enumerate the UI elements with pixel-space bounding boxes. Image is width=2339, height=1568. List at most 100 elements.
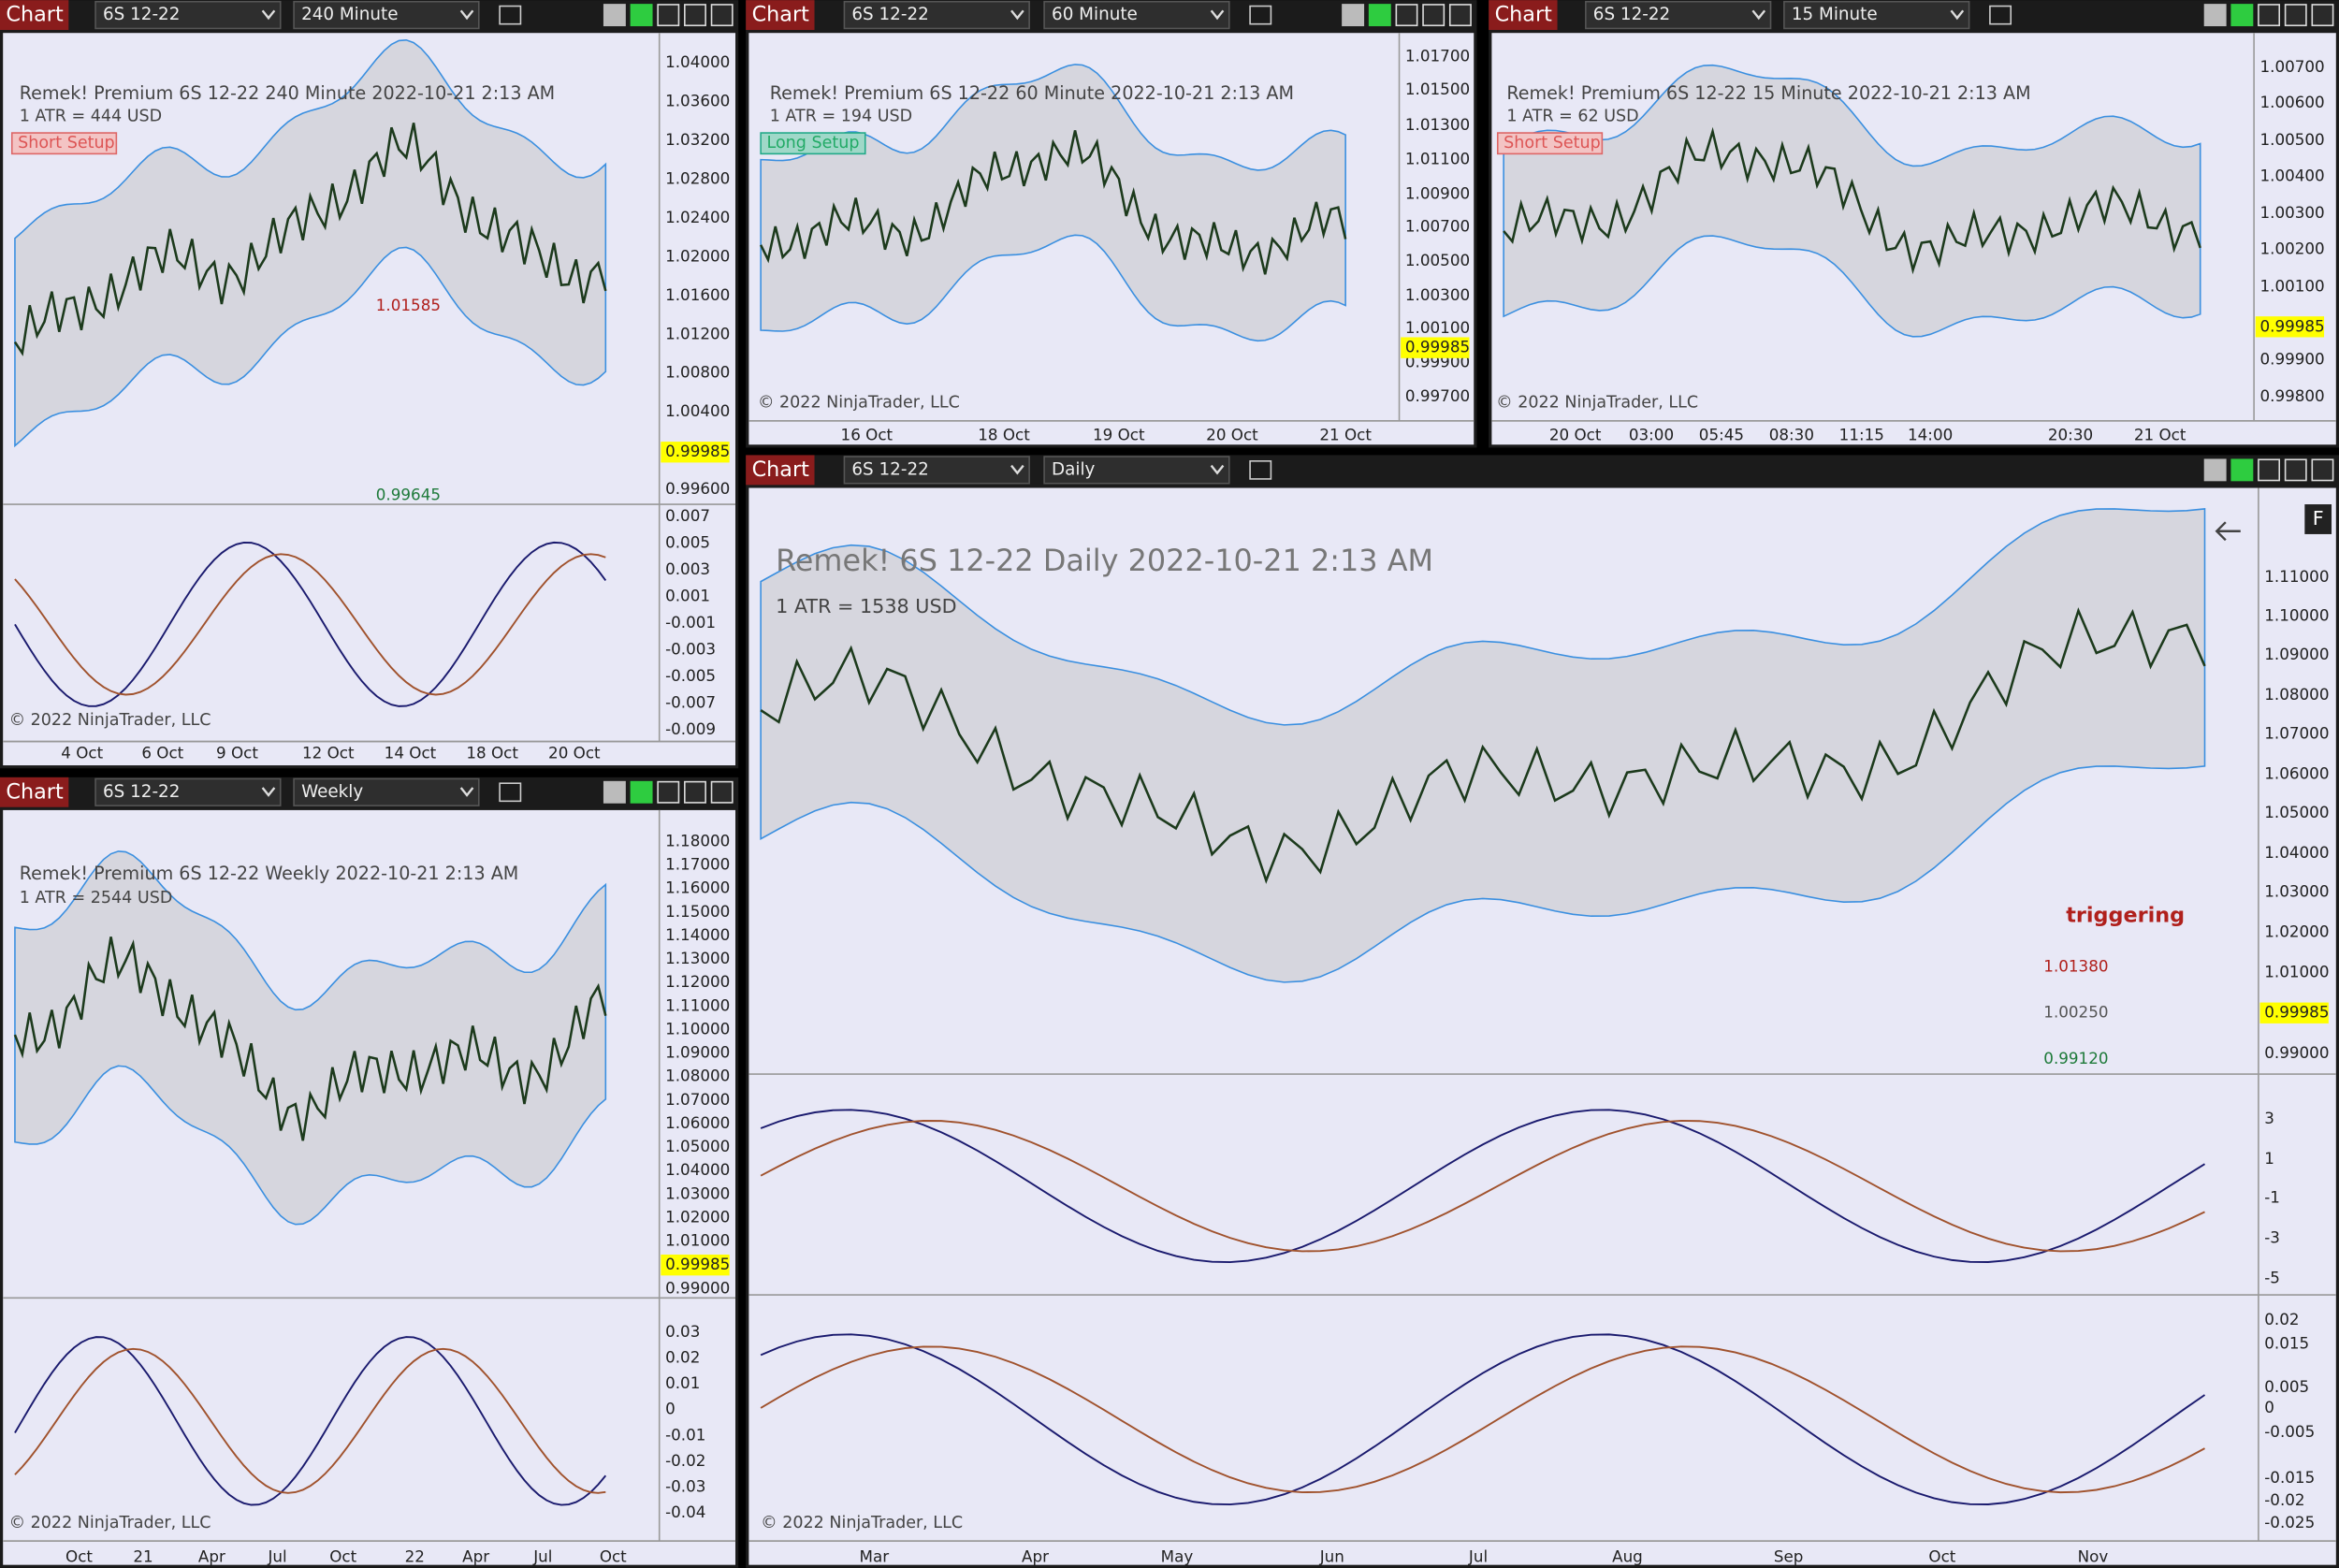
oscillator-ticks: 0.02	[665, 1348, 700, 1367]
timeframe-dropdown[interactable]	[293, 777, 480, 806]
toolbar-icon[interactable]	[1249, 5, 1272, 25]
annotation: 0.99645	[376, 485, 441, 503]
oscillator-signal	[14, 1347, 606, 1494]
instrument-dropdown[interactable]	[94, 0, 282, 30]
window-button[interactable]	[2230, 4, 2254, 27]
price-ticks: 1.07000	[665, 1090, 730, 1109]
oscillator-ticks: 0.01	[665, 1373, 700, 1392]
setup-label: Short Setup	[18, 134, 115, 152]
window-button[interactable]	[2258, 4, 2281, 27]
window-button[interactable]	[2284, 4, 2307, 27]
oscillator-ticks: -0.02	[665, 1451, 705, 1470]
chart-tab-label: Chart	[6, 779, 64, 804]
timeframe-dropdown[interactable]	[293, 0, 480, 30]
window-button[interactable]	[2311, 4, 2334, 27]
instrument-dropdown[interactable]	[94, 777, 282, 806]
oscillator-line	[14, 1336, 607, 1506]
window-button[interactable]	[630, 780, 653, 804]
instrument-label: 6S 12-22	[1593, 5, 1670, 24]
toolbar-icon[interactable]	[1249, 460, 1272, 480]
price-ticks: 1.07000	[2264, 724, 2329, 743]
window-button[interactable]	[710, 780, 734, 804]
instrument-dropdown[interactable]	[1585, 0, 1772, 30]
window-button[interactable]	[1368, 4, 1391, 27]
toolbar-icon[interactable]	[499, 782, 522, 803]
price-ticks: 0.99700	[1405, 386, 1470, 405]
window-button[interactable]	[657, 4, 680, 27]
time-label: 14 Oct	[385, 743, 437, 762]
chart-tab	[0, 777, 69, 807]
price-ticks: 1.00500	[1405, 251, 1470, 269]
time-label: 11:15	[1839, 426, 1884, 444]
price-ticks: 1.01700	[1405, 47, 1470, 65]
price-ticks: 1.17000	[665, 855, 730, 874]
f-button[interactable]	[2304, 504, 2332, 534]
channel-band	[1503, 64, 2201, 338]
chart-window: Chart 6S 12-22 240 Minute 1.04000 1.03600 1.0…	[0, 0, 739, 769]
chart-title: Remek! Premium 6S 12-22 Weekly 2022-10-2…	[20, 863, 519, 884]
price-ticks: 1.00100	[1405, 318, 1470, 337]
window-button[interactable]	[1448, 4, 1472, 27]
chart-tab	[0, 0, 69, 31]
window-button[interactable]	[710, 4, 734, 27]
price-ticks: 1.00400	[665, 401, 730, 420]
time-label: Jun	[1319, 1547, 1344, 1566]
window-button[interactable]	[684, 4, 706, 27]
atr-label: 1 ATR = 444 USD	[20, 108, 162, 126]
window-button[interactable]	[2311, 458, 2334, 482]
toolbar-icon[interactable]	[1989, 5, 2012, 25]
window-button[interactable]	[1395, 4, 1418, 27]
timeframe-dropdown[interactable]	[1043, 456, 1230, 485]
time-label: Aug	[1612, 1547, 1643, 1566]
chart-window: Chart 6S 12-22 60 Minute 1.01700 1.01500 1.01…	[746, 0, 1477, 448]
price-ticks: 1.03600	[665, 92, 730, 110]
copyright: © 2022 NinjaTrader, LLC	[758, 394, 960, 413]
oscillator-ticks: -0.015	[2264, 1468, 2315, 1487]
copyright: © 2022 NinjaTrader, LLC	[9, 711, 211, 730]
dropdown-arrow	[1010, 9, 1024, 21]
chart-tab	[746, 455, 815, 486]
annotation: 1.01585	[376, 296, 441, 314]
instrument-label: 6S 12-22	[851, 459, 928, 479]
window-button[interactable]	[603, 4, 626, 27]
window-button[interactable]	[1422, 4, 1446, 27]
last-price-box	[2255, 316, 2325, 338]
price-sketch	[13, 936, 607, 1141]
annotation: triggering	[2066, 904, 2185, 928]
time-label: Oct	[600, 1547, 627, 1566]
window-button[interactable]	[2203, 458, 2227, 482]
channel-band	[14, 38, 607, 448]
time-label: 20:30	[2048, 426, 2093, 444]
price-ticks: 1.04000	[2264, 843, 2329, 862]
time-label: Jul	[532, 1547, 552, 1566]
oscillator-signal	[760, 1119, 2205, 1253]
channel-band	[760, 64, 1346, 342]
toolbar-icon[interactable]	[499, 5, 522, 25]
chart-title: Remek! Premium 6S 12-22 240 Minute 2022-…	[20, 82, 555, 104]
window-button[interactable]	[2284, 458, 2307, 482]
price-sketch	[759, 130, 1347, 275]
window-button[interactable]	[630, 4, 653, 27]
window-button[interactable]	[657, 780, 680, 804]
window-button[interactable]	[603, 780, 626, 804]
instrument-dropdown[interactable]	[843, 0, 1030, 30]
time-label: Apr	[462, 1547, 489, 1566]
price-ticks: 1.00200	[2259, 239, 2324, 257]
price-ticks: 1.01500	[1405, 80, 1470, 98]
timeframe-dropdown[interactable]	[1783, 0, 1970, 30]
window-button[interactable]	[1342, 4, 1365, 27]
last-price-box	[661, 1255, 730, 1276]
window-button[interactable]	[2230, 458, 2254, 482]
oscillator-ticks: 0.03	[665, 1322, 700, 1341]
oscillator-ticks: 0.003	[665, 559, 710, 578]
chart-title: Remek! Premium 6S 12-22 15 Minute 2022-1…	[1506, 82, 2030, 104]
timeframe-dropdown[interactable]	[1043, 0, 1230, 30]
macd-ticks: -1	[2264, 1187, 2280, 1206]
price-ticks: 1.00300	[1405, 285, 1470, 304]
window-button[interactable]	[2258, 458, 2281, 482]
instrument-dropdown[interactable]	[843, 456, 1030, 485]
time-label: 18 Oct	[978, 426, 1030, 444]
window-button[interactable]	[2203, 4, 2227, 27]
window-button[interactable]	[684, 780, 706, 804]
back-arrow[interactable]	[2215, 521, 2241, 542]
